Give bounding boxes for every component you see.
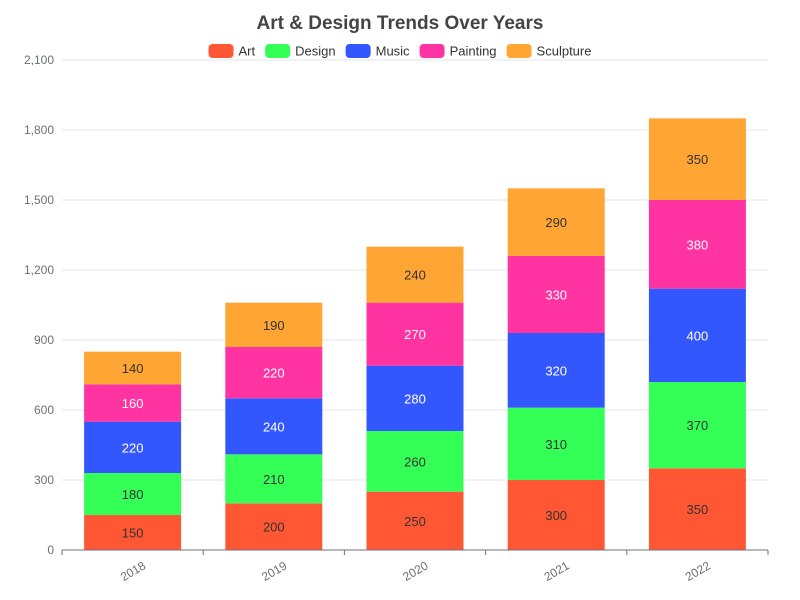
y-tick-label: 1,800 bbox=[24, 123, 54, 137]
chart-legend: Art Design Music Painting Sculpture bbox=[208, 44, 592, 59]
y-tick-label: 0 bbox=[47, 543, 54, 557]
bar-sculpture-2019 bbox=[225, 302, 323, 347]
bar-painting-2018 bbox=[84, 384, 182, 422]
y-tick-label: 300 bbox=[34, 473, 54, 487]
data-label-design-2018: 180 bbox=[122, 487, 144, 502]
data-label-painting-2018: 160 bbox=[122, 396, 144, 411]
bar-painting-2019 bbox=[225, 347, 323, 399]
bar-sculpture-2022 bbox=[648, 118, 746, 200]
data-label-sculpture-2018: 140 bbox=[122, 361, 144, 376]
x-tick-label: 2022 bbox=[683, 558, 713, 584]
bar-sculpture-2018 bbox=[84, 351, 182, 385]
data-label-art-2020: 250 bbox=[404, 514, 426, 529]
legend-label-painting: Painting bbox=[450, 44, 497, 59]
bar-painting-2022 bbox=[648, 200, 746, 289]
bar-stack-2019: 200 210 240 220 190 bbox=[225, 302, 323, 550]
y-tick-label: 2,100 bbox=[24, 53, 54, 67]
chart-title: Art & Design Trends Over Years bbox=[257, 13, 544, 34]
legend-item-design[interactable]: Design bbox=[265, 44, 336, 59]
x-tick-label: 2019 bbox=[259, 558, 289, 584]
bar-art-2022 bbox=[648, 468, 746, 550]
bar-art-2020 bbox=[366, 491, 464, 550]
legend-item-painting[interactable]: Painting bbox=[419, 44, 497, 59]
legend-swatch-music bbox=[345, 44, 371, 58]
data-label-music-2021: 320 bbox=[545, 363, 567, 378]
chart-bars: 1501802201601402002102402201902502602802… bbox=[84, 118, 746, 550]
data-label-painting-2021: 330 bbox=[545, 288, 567, 303]
bar-design-2022 bbox=[648, 382, 746, 469]
data-label-art-2021: 300 bbox=[545, 508, 567, 523]
data-label-sculpture-2020: 240 bbox=[404, 268, 426, 283]
bar-art-2021 bbox=[507, 480, 605, 550]
y-axis: 0 300 600 900 1,200 1,500 1,800 2,100 bbox=[24, 53, 54, 557]
bar-music-2020 bbox=[366, 365, 464, 431]
y-tick-label: 600 bbox=[34, 403, 54, 417]
bar-design-2019 bbox=[225, 454, 323, 504]
data-label-music-2018: 220 bbox=[122, 440, 144, 455]
data-label-design-2019: 210 bbox=[263, 472, 285, 487]
legend-item-music[interactable]: Music bbox=[345, 44, 410, 59]
legend-swatch-sculpture bbox=[506, 44, 532, 58]
y-tick-label: 900 bbox=[34, 333, 54, 347]
data-label-design-2020: 260 bbox=[404, 454, 426, 469]
data-label-painting-2022: 380 bbox=[687, 237, 709, 252]
data-label-sculpture-2022: 350 bbox=[687, 152, 709, 167]
bar-stack-2018: 150 180 220 160 140 bbox=[84, 351, 182, 550]
bar-painting-2021 bbox=[507, 256, 605, 333]
bar-design-2020 bbox=[366, 431, 464, 492]
data-label-design-2022: 370 bbox=[687, 418, 709, 433]
legend-label-art: Art bbox=[239, 44, 256, 59]
x-tick-label: 2020 bbox=[400, 558, 430, 584]
legend-swatch-design bbox=[265, 44, 291, 58]
data-label-painting-2020: 270 bbox=[404, 327, 426, 342]
bar-music-2021 bbox=[507, 333, 605, 408]
legend-label-sculpture: Sculpture bbox=[537, 44, 592, 59]
data-label-design-2021: 310 bbox=[545, 437, 567, 452]
data-label-sculpture-2019: 190 bbox=[263, 318, 285, 333]
bar-painting-2020 bbox=[366, 302, 464, 366]
data-label-art-2018: 150 bbox=[122, 526, 144, 541]
bar-music-2022 bbox=[648, 288, 746, 382]
bar-stack-2022: 350 370 400 380 350 bbox=[648, 118, 746, 550]
x-tick-label: 2021 bbox=[542, 558, 572, 584]
data-label-art-2019: 200 bbox=[263, 520, 285, 535]
y-tick-label: 1,500 bbox=[24, 193, 54, 207]
bar-stack-2020: 250 260 280 270 240 bbox=[366, 246, 464, 550]
bar-music-2019 bbox=[225, 398, 323, 455]
bar-art-2018 bbox=[84, 515, 182, 550]
data-label-sculpture-2021: 290 bbox=[545, 215, 567, 230]
legend-swatch-painting bbox=[419, 44, 445, 58]
bar-sculpture-2021 bbox=[507, 188, 605, 256]
data-label-music-2020: 280 bbox=[404, 391, 426, 406]
bar-art-2019 bbox=[225, 503, 323, 550]
y-tick-label: 1,200 bbox=[24, 263, 54, 277]
bar-design-2021 bbox=[507, 407, 605, 480]
legend-item-art[interactable]: Art bbox=[208, 44, 256, 59]
data-label-painting-2019: 220 bbox=[263, 366, 285, 381]
legend-swatch-art bbox=[208, 44, 234, 58]
legend-item-sculpture[interactable]: Sculpture bbox=[506, 44, 592, 59]
data-label-art-2022: 350 bbox=[687, 502, 709, 517]
legend-label-music: Music bbox=[376, 44, 410, 59]
bar-sculpture-2020 bbox=[366, 246, 464, 303]
bar-stack-2021: 300 310 320 330 290 bbox=[507, 188, 605, 550]
data-label-music-2022: 400 bbox=[687, 328, 709, 343]
x-tick-label: 2018 bbox=[118, 558, 148, 584]
legend-label-design: Design bbox=[295, 44, 335, 59]
bar-music-2018 bbox=[84, 421, 182, 473]
data-label-music-2019: 240 bbox=[263, 419, 285, 434]
bar-design-2018 bbox=[84, 473, 182, 515]
x-axis: 2018 2019 2020 2021 2022 bbox=[61, 549, 769, 584]
